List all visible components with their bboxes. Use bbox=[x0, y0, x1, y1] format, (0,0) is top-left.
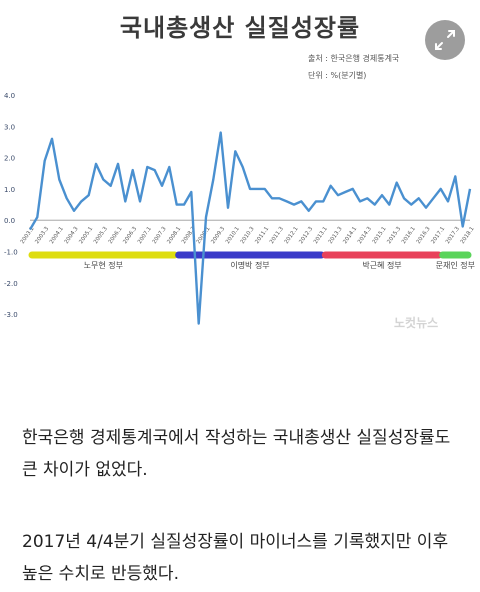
y-tick-label: 0.0 bbox=[4, 217, 15, 225]
x-tick-label: 2011.1 bbox=[254, 226, 270, 245]
x-tick-label: 2004.1 bbox=[49, 226, 65, 245]
government-period-label: 박근혜 정부 bbox=[362, 260, 401, 270]
chart-unit: 단위 : %(분기별) bbox=[308, 71, 367, 80]
article-paragraph-2: 2017년 4/4분기 실질성장률이 마이너스를 기록했지만 이후 높은 수치로… bbox=[22, 532, 449, 584]
government-period-label: 문재인 정부 bbox=[436, 260, 475, 270]
chart-source-box: 출처 : 한국은행 경제통계국 단위 : %(분기별) bbox=[308, 50, 399, 84]
x-tick-label: 2010.1 bbox=[225, 226, 241, 245]
y-tick-label: 1.0 bbox=[4, 186, 15, 194]
government-period-label: 노무현 정부 bbox=[84, 260, 123, 270]
x-tick-label: 2014.1 bbox=[342, 226, 358, 245]
y-tick-label: -2.0 bbox=[4, 280, 18, 288]
x-tick-label: 2017.1 bbox=[430, 226, 446, 245]
y-tick-label: 4.0 bbox=[4, 92, 15, 100]
government-period-label: 이명박 정부 bbox=[230, 260, 269, 270]
chart-title: 국내총생산 실질성장률 bbox=[119, 14, 361, 42]
x-tick-label: 2008.1 bbox=[166, 226, 182, 245]
chart-source: 출처 : 한국은행 경제통계국 bbox=[308, 54, 400, 63]
x-tick-label: 2016.1 bbox=[401, 226, 417, 245]
x-tick-label: 2018.1 bbox=[460, 226, 476, 245]
x-tick-label: 2015.1 bbox=[372, 226, 388, 245]
y-tick-label: 3.0 bbox=[4, 123, 15, 131]
y-tick-label: 2.0 bbox=[4, 155, 15, 163]
chart-figure: 4.0 3.0 2.0 1.0 0.0 -1.0 -2.0 -3.0 2003.1 2003.3 2… bbox=[4, 14, 476, 330]
x-tick-label: 2013.1 bbox=[313, 226, 329, 245]
watermark: 노컷뉴스 bbox=[394, 316, 439, 330]
expand-button[interactable] bbox=[425, 20, 465, 60]
y-tick-label: -3.0 bbox=[4, 311, 18, 319]
x-tick-label: 2012.1 bbox=[284, 226, 300, 245]
x-tick-label: 2007.1 bbox=[137, 226, 153, 245]
x-tick-label: 2006.1 bbox=[108, 226, 124, 245]
article-paragraph-1: 한국은행 경제통계국에서 작성하는 국내총생산 실질성장률도 큰 차이가 없었다… bbox=[22, 428, 451, 480]
y-tick-label: -1.0 bbox=[4, 249, 18, 257]
expand-arrows-icon bbox=[435, 30, 455, 50]
chart-svg: 4.03.02.01.00.0-1.0-2.0-3.02003.12003.32… bbox=[4, 92, 476, 325]
x-tick-label: 2005.1 bbox=[78, 226, 94, 245]
series-line bbox=[28, 131, 472, 325]
x-tick-label: 2003.1 bbox=[20, 226, 36, 245]
